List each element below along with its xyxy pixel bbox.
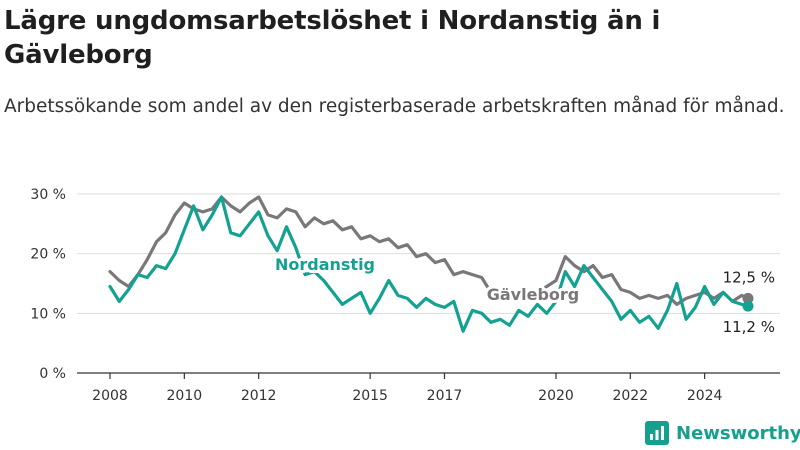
- series-line-gavleborg: [108, 195, 750, 306]
- end-value-gavleborg: 12,5 %: [723, 268, 775, 286]
- series-labels: NordanstigNordanstigGävleborgGävleborg12…: [272, 252, 775, 336]
- chart-title: Lägre ungdomsarbetslöshet i Nordanstig ä…: [4, 6, 661, 70]
- y-axis-tick-labels: 0 % 10 % 20 % 30 %: [30, 187, 66, 382]
- bar-chart-logo-icon: [645, 421, 669, 445]
- brand-name: Newsworthy: [676, 422, 800, 444]
- x-tick-label: 2008: [92, 388, 128, 404]
- x-tick-label: 2015: [352, 388, 388, 404]
- x-tick-label: 2010: [167, 388, 203, 404]
- y-tick-label: 0 %: [39, 366, 66, 382]
- y-tick-label: 10 %: [30, 306, 66, 322]
- x-tick-label: 2017: [427, 388, 463, 404]
- series-end-point: [742, 300, 754, 312]
- end-value-nordanstig: 11,2 %: [723, 318, 775, 336]
- series-label-gavleborg: Gävleborg: [487, 285, 579, 304]
- chart-subtitle: Arbetssökande som andel av den registerb…: [4, 96, 785, 117]
- series-lines: [108, 195, 754, 333]
- x-tick-label: 2024: [687, 388, 723, 404]
- series-label-nordanstig-halo: Nordanstig: [275, 255, 375, 274]
- grid-lines: [77, 193, 780, 374]
- x-tick-label: 2022: [612, 388, 648, 404]
- series-line-nordanstig: [108, 195, 750, 333]
- x-axis: 2008 2010 2012 2015 2017 2020 2022 2024: [77, 372, 780, 404]
- x-tick-label: 2012: [241, 388, 277, 404]
- series-label-nordanstig: Nordanstig: [275, 255, 375, 274]
- y-tick-label: 20 %: [30, 247, 66, 263]
- brand: Newsworthy: [645, 418, 800, 448]
- series-label-gavleborg-halo: Gävleborg: [487, 285, 579, 304]
- series-end-point: [742, 292, 754, 304]
- x-tick-label: 2020: [538, 388, 574, 404]
- y-tick-label: 30 %: [30, 187, 66, 203]
